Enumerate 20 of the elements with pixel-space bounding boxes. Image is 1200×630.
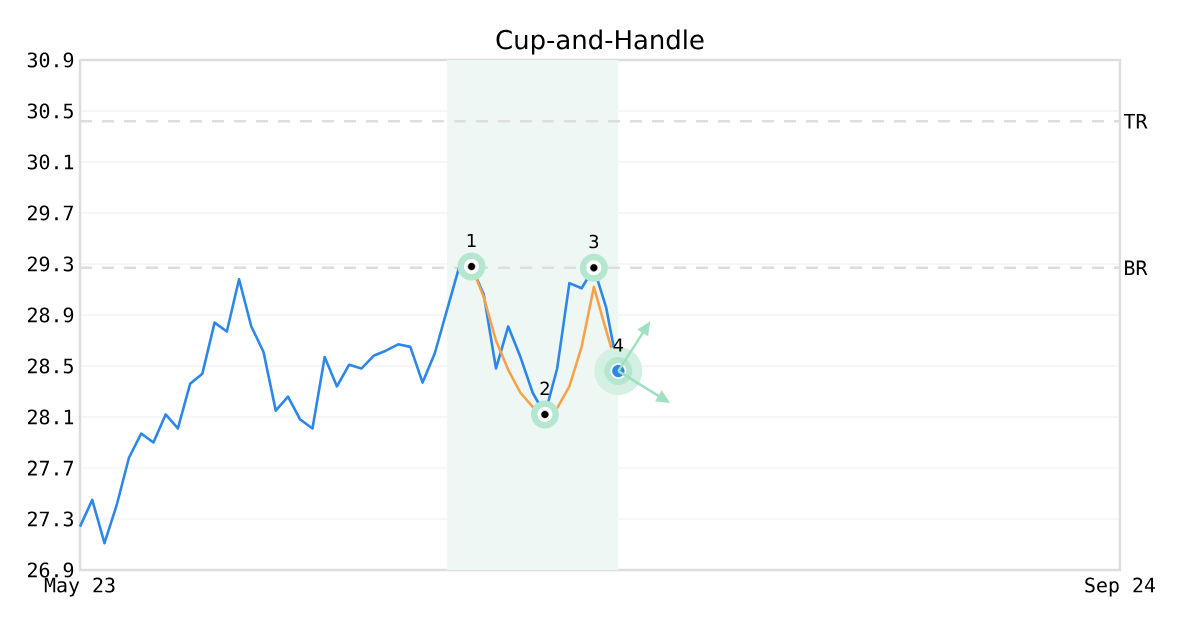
y-tick-label: 30.9	[27, 52, 74, 68]
y-tick-label: 26.9	[27, 562, 74, 578]
y-tick-label: 30.5	[27, 103, 73, 119]
y-tick-label: 29.3	[27, 256, 73, 272]
annotation: 2	[540, 381, 549, 395]
y-tick-label: 30.1	[27, 154, 74, 170]
y-tick-label: 28.1	[27, 409, 74, 425]
annotation: 1	[467, 233, 476, 248]
x-tick-label: Sep 24	[1085, 577, 1155, 597]
annotation: 4	[613, 338, 624, 352]
chart-title: Cup-and-Handle	[496, 29, 704, 55]
annotation: 3	[589, 234, 599, 249]
ref-line-label: BR	[1125, 260, 1148, 276]
y-tick-label: 27.7	[27, 460, 73, 476]
y-tick-label: 28.5	[27, 358, 73, 374]
y-tick-label: 28.9	[27, 307, 74, 323]
y-tick-label: 29.7	[27, 205, 73, 221]
ref-line-label: TR	[1123, 113, 1148, 129]
y-tick-label: 27.3	[27, 511, 73, 527]
x-tick-label: May 23	[44, 577, 115, 597]
